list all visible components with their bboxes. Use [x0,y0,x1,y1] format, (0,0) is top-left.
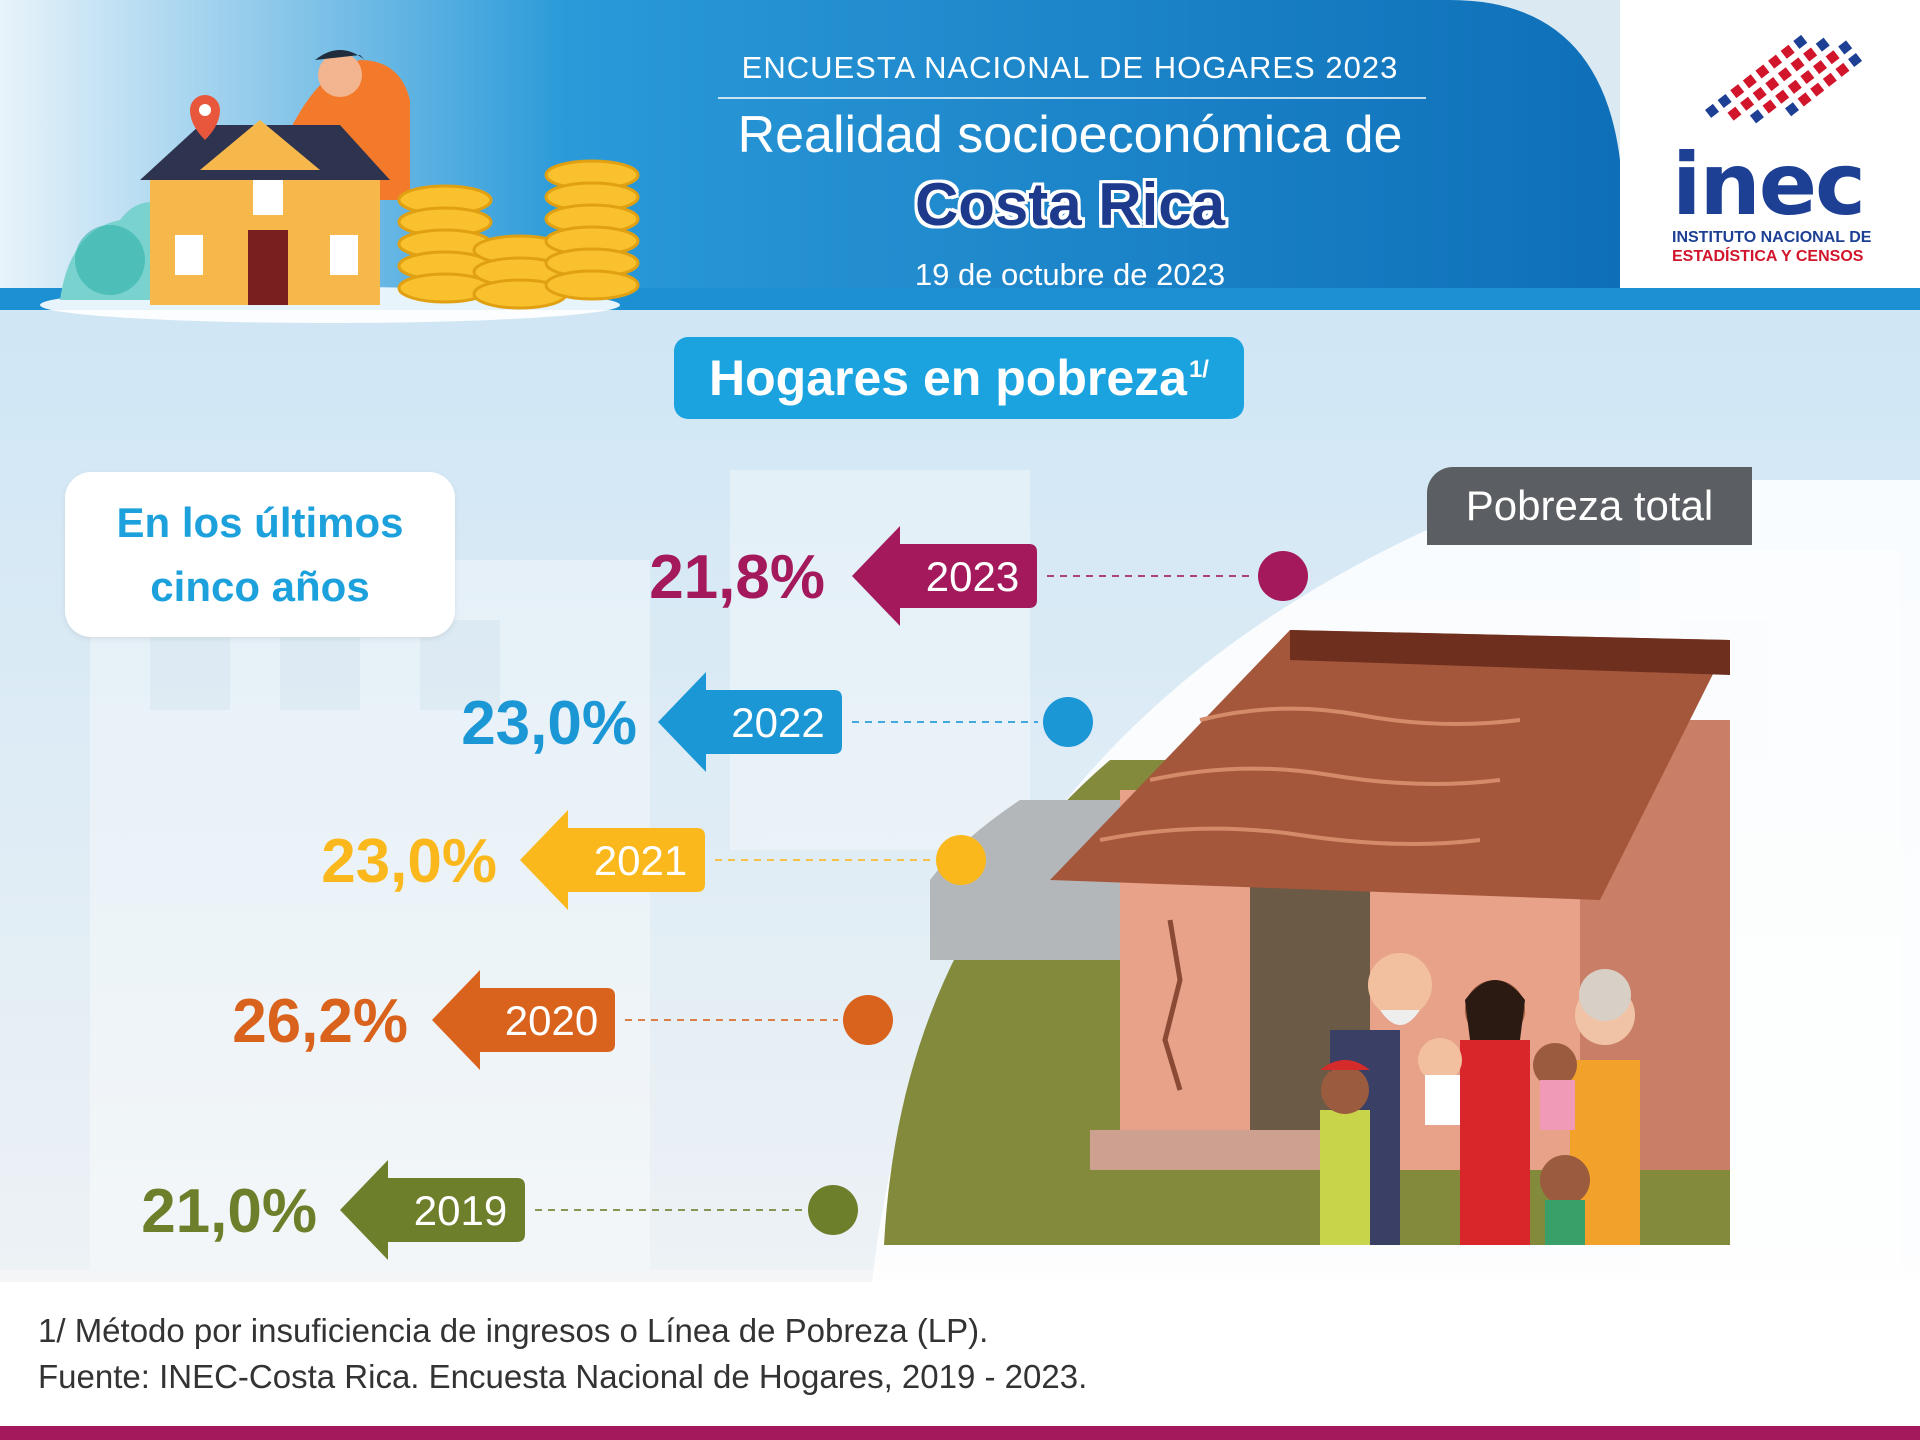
section-title: Hogares en pobreza 1/ [674,337,1244,419]
year-dot-2020 [843,995,893,1045]
value-label-2022: 23,0% [461,689,637,758]
year-dot-2023 [1258,551,1308,601]
inec-logo-word: inec [1672,135,1866,235]
year-label-2019: 2019 [414,1187,507,1234]
footnote-method: 1/ Método por insuficiencia de ingresos … [38,1312,989,1349]
value-label-2023: 21,8% [649,543,825,612]
chart-legend: Pobreza total [1427,467,1752,545]
period-card: En los últimos cinco años [65,472,455,637]
inec-logo-line1: INSTITUTO NACIONAL DE [1672,229,1872,246]
bottom-bar [0,1426,1920,1440]
period-card-line2: cinco años [150,562,370,610]
header-divider [718,97,1426,99]
footnotes: 1/ Método por insuficiencia de ingresos … [38,1308,1087,1400]
year-arrow-2020 [432,970,615,1070]
section-title-note: 1/ [1188,356,1209,383]
year-arrow-2022 [658,672,842,772]
year-dot-2022 [1043,697,1093,747]
report-title: Realidad socioeconómica de [737,106,1403,164]
year-label-2020: 2020 [505,997,598,1044]
report-country: Costa Rica [914,171,1226,238]
year-arrow-2021 [520,810,705,910]
section-title-text: Hogares en pobreza [709,350,1187,406]
house-family-illustration [884,630,1730,1245]
footnote-source: Fuente: INEC-Costa Rica. Encuesta Nacion… [38,1358,1088,1395]
period-card-line1: En los últimos [116,498,404,546]
value-label-2019: 21,0% [141,1177,317,1246]
year-dot-2019 [808,1185,858,1235]
year-label-2023: 2023 [926,553,1019,600]
year-label-2022: 2022 [731,699,824,746]
survey-title: ENCUESTA NACIONAL DE HOGARES 2023 [741,50,1399,85]
inec-logo-line2: ESTADÍSTICA Y CENSOS [1672,248,1864,265]
year-dot-2021 [936,835,986,885]
value-label-2020: 26,2% [232,987,408,1056]
value-label-2021: 23,0% [321,827,497,896]
inec-logo-mark [1705,34,1863,124]
year-arrow-2023 [852,526,1037,626]
house-coins-illustration [40,50,640,323]
year-arrow-2019 [340,1160,525,1260]
year-label-2021: 2021 [594,837,687,884]
report-date: 19 de octubre de 2023 [914,257,1226,292]
